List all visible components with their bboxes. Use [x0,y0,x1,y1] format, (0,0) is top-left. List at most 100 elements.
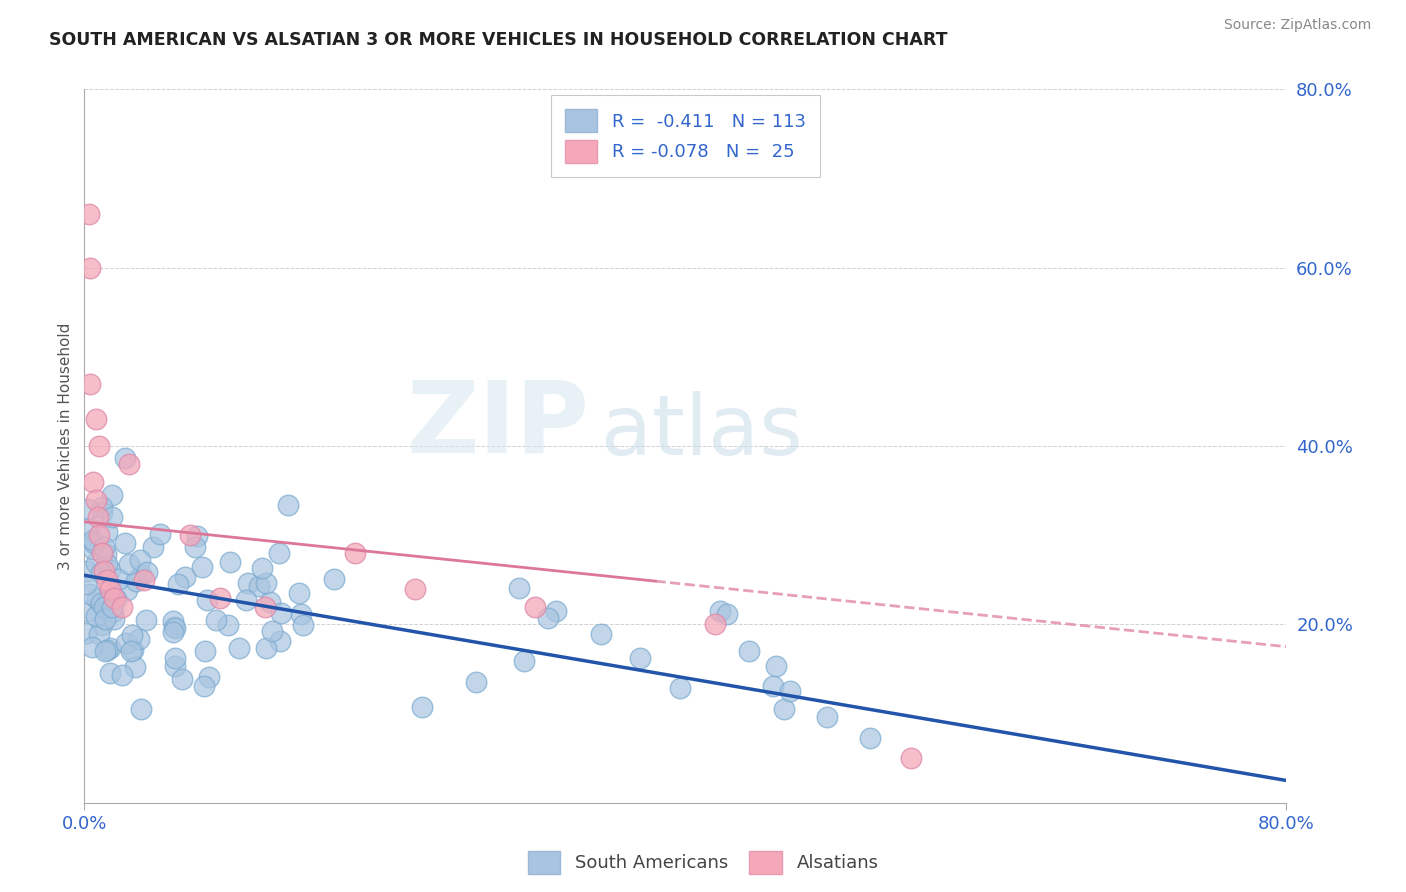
Point [166,577,188,591]
Point [162,614,184,628]
Point [124,660,146,674]
Point [89,439,111,453]
Point [765,659,787,673]
Point [76,604,98,618]
Point [762,679,785,693]
Point [191,559,214,574]
Point [79,587,101,601]
Point [186,529,208,543]
Point [779,683,801,698]
Point [91,546,114,560]
Point [118,558,141,572]
Point [323,572,346,586]
Point [80,640,103,655]
Point [120,644,142,658]
Point [709,604,731,618]
Point [163,621,186,635]
Point [75,625,97,640]
Point [101,488,124,502]
Point [98,666,121,681]
Point [100,563,122,577]
Text: atlas: atlas [602,392,803,472]
Point [208,591,231,605]
Point [267,546,290,560]
Point [86,412,108,426]
Point [513,653,536,667]
Point [269,633,291,648]
Point [253,599,276,614]
Point [93,564,115,578]
Point [254,576,277,591]
Point [235,592,257,607]
Point [217,618,239,632]
Point [134,573,156,587]
Point [859,731,882,745]
Point [508,582,530,596]
Point [277,498,299,512]
Point [121,643,143,657]
Point [193,679,215,693]
Point [115,636,138,650]
Point [96,642,118,657]
Point [900,751,922,765]
Point [118,457,141,471]
Point [89,528,111,542]
Point [247,579,270,593]
Point [100,641,122,656]
Point [254,641,277,656]
Point [129,568,152,582]
Point [83,536,105,550]
Point [114,450,136,465]
Point [219,555,242,569]
Point [90,500,112,515]
Point [184,540,207,554]
Point [129,701,152,715]
Point [163,651,186,665]
Point [524,599,547,614]
Text: Source: ZipAtlas.com: Source: ZipAtlas.com [1223,18,1371,32]
Point [170,672,193,686]
Point [194,644,217,658]
Point [128,632,150,647]
Point [79,376,101,391]
Point [250,561,273,575]
Point [270,606,292,620]
Point [174,570,197,584]
Point [93,600,115,615]
Point [135,565,157,579]
Point [94,612,117,626]
Point [162,624,184,639]
Point [86,592,108,607]
Point [773,702,796,716]
Point [411,700,433,714]
Point [84,556,107,570]
Text: ZIP: ZIP [406,376,589,473]
Point [589,627,612,641]
Point [129,553,152,567]
Point [465,675,488,690]
Y-axis label: 3 or more Vehicles in Household: 3 or more Vehicles in Household [58,322,73,570]
Point [77,502,100,516]
Point [343,546,366,560]
Point [537,611,560,625]
Point [111,668,134,682]
Point [82,533,104,548]
Point [103,591,125,605]
Point [125,574,148,589]
Point [86,492,108,507]
Point [90,505,112,519]
Point [111,599,134,614]
Point [90,596,112,610]
Point [96,525,118,540]
Point [704,617,727,632]
Point [97,591,120,606]
Point [86,609,108,624]
Point [290,607,312,621]
Point [96,558,118,572]
Point [103,612,125,626]
Point [195,592,218,607]
Point [101,600,124,615]
Legend: R =  -0.411   N = 113, R = -0.078   N =  25: R = -0.411 N = 113, R = -0.078 N = 25 [551,95,820,178]
Text: SOUTH AMERICAN VS ALSATIAN 3 OR MORE VEHICLES IN HOUSEHOLD CORRELATION CHART: SOUTH AMERICAN VS ALSATIAN 3 OR MORE VEH… [49,31,948,49]
Point [82,541,104,556]
